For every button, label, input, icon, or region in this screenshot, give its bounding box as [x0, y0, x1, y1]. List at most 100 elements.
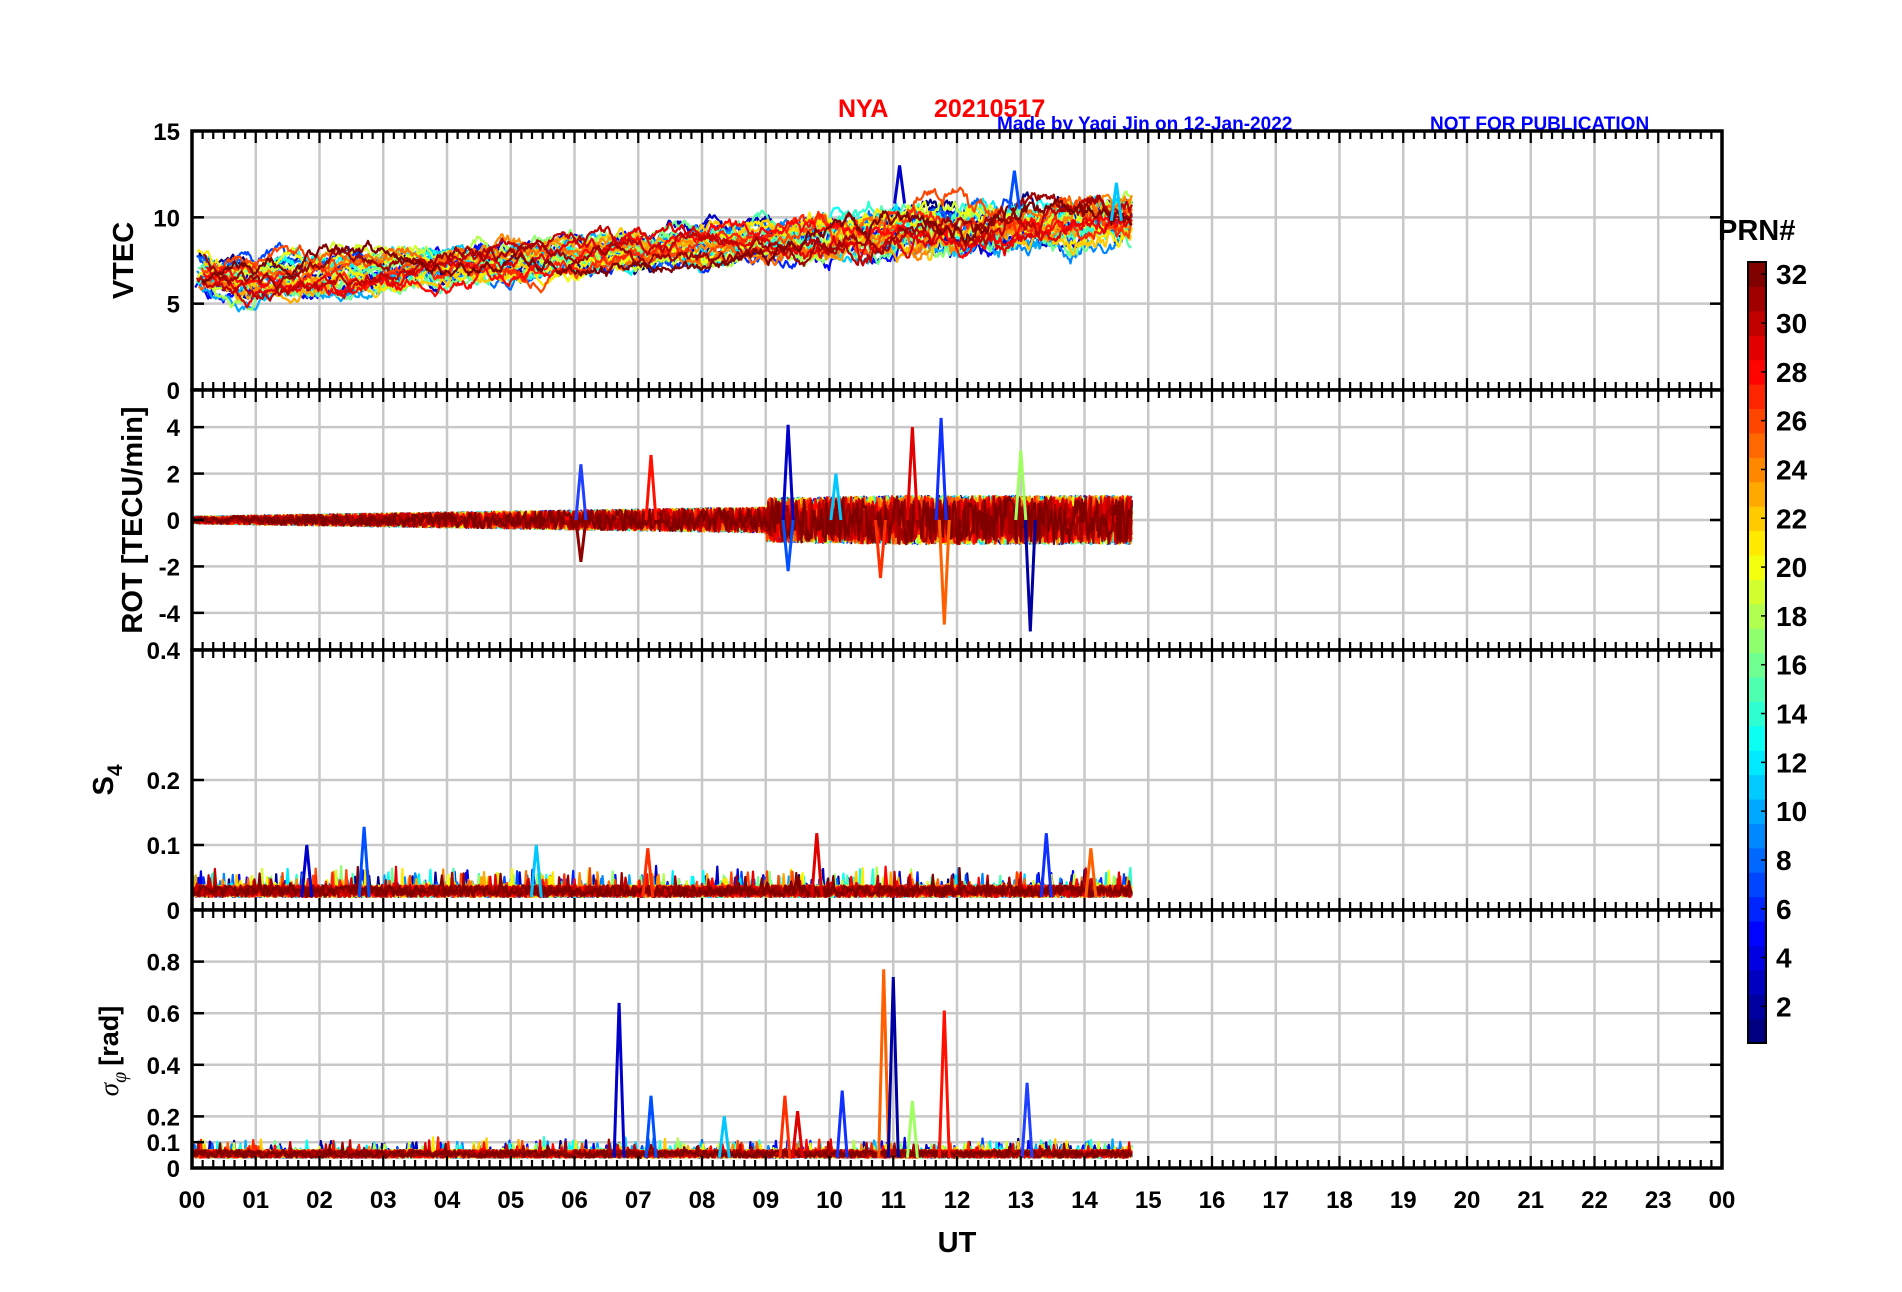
x-tick-label: 06	[561, 1187, 588, 1214]
x-tick-label: 10	[816, 1187, 843, 1214]
colorbar-tick-label: 12	[1776, 747, 1807, 778]
peak-spike	[644, 1095, 658, 1158]
peak-spike	[357, 826, 371, 898]
grid-sigma_phi	[192, 910, 1722, 1168]
colorbar-segment	[1748, 994, 1766, 1020]
series-line-prn-32	[192, 495, 1133, 546]
y-tick-label: 0.1	[147, 833, 180, 860]
colorbar-segment	[1748, 725, 1766, 751]
x-tick-label: 23	[1645, 1187, 1672, 1214]
x-axis: 00 01 02 03 04 05 06 07 08 09 10 11 12 13 14 15 16 17 18 19…	[179, 1187, 1736, 1259]
colorbar-segment	[1748, 823, 1766, 849]
y-tick-label: -2	[159, 554, 180, 581]
x-tick-label: 16	[1199, 1187, 1226, 1214]
x-tick-label: 19	[1390, 1187, 1417, 1214]
colorbar-segment	[1748, 969, 1766, 995]
peak-spike	[1020, 1082, 1034, 1158]
peak-spike	[612, 1002, 626, 1158]
peak-spike	[934, 417, 948, 521]
y-label-main: S	[88, 776, 120, 795]
peak-spike	[877, 969, 891, 1158]
colorbar-segment	[1748, 847, 1766, 873]
x-tick-label: 00	[1709, 1187, 1736, 1214]
y-tick-label: 0.2	[147, 1104, 180, 1131]
x-tick-label: 07	[625, 1187, 652, 1214]
x-tick-label: 21	[1517, 1187, 1544, 1214]
colorbar-segment	[1748, 1018, 1766, 1044]
x-tick-label: 18	[1326, 1187, 1353, 1214]
colorbar-segment	[1748, 408, 1766, 434]
colorbar-tick-label: 24	[1776, 454, 1808, 485]
colorbar-tick-label: 6	[1776, 894, 1792, 925]
colorbar-segment	[1748, 579, 1766, 605]
y-axis-label: σφ [rad]	[94, 1006, 131, 1096]
colorbar-segment	[1748, 652, 1766, 678]
x-tick-label: 00	[179, 1187, 206, 1214]
peak-spike	[574, 464, 588, 521]
peaks-sigma_phi	[612, 969, 1034, 1158]
peak-spike	[781, 424, 795, 521]
series-vtec	[194, 186, 1134, 313]
y-tick-label: 0	[167, 898, 180, 925]
series-line-prn-26	[200, 186, 1133, 294]
colorbar-segment	[1748, 384, 1766, 410]
colorbar-tick-label: 14	[1776, 699, 1808, 730]
peak-spike	[937, 1010, 951, 1158]
peak-spike	[791, 1111, 805, 1158]
colorbar-tick-label: 2	[1776, 991, 1792, 1022]
colorbar-tick-label: 20	[1776, 552, 1807, 583]
peak-spike	[810, 833, 824, 898]
y-tick-label: 0.1	[147, 1130, 180, 1157]
peak-spike	[1007, 170, 1021, 209]
peak-spike	[835, 1090, 849, 1158]
y-tick-label: 0.2	[147, 768, 180, 795]
x-tick-label: 13	[1007, 1187, 1034, 1214]
y-label-unit: [rad]	[94, 1006, 124, 1066]
peaks-s4	[300, 826, 1098, 898]
y-tick-label: 5	[167, 292, 180, 319]
colorbar-tick-label: 32	[1776, 259, 1807, 290]
y-tick-label: 0.8	[147, 950, 180, 977]
series-line-prn-30	[196, 194, 1133, 302]
series-line-prn-30	[192, 1139, 1133, 1159]
colorbar-title: PRN#	[1718, 215, 1795, 247]
y-axis-label: ROT [TECU/min]	[117, 406, 149, 633]
x-axis-label: UT	[938, 1227, 977, 1259]
axes-frame-sigma_phi	[190, 908, 1724, 1170]
series-s4	[192, 864, 1133, 899]
peak-spike	[1109, 182, 1123, 221]
y-axis-label: S4	[88, 764, 127, 795]
y-tick-label: 0.4	[147, 1053, 181, 1080]
colorbar-segment	[1748, 750, 1766, 776]
colorbar-tick-label: 28	[1776, 357, 1807, 388]
x-tick-label: 22	[1581, 1187, 1608, 1214]
x-tick-label: 03	[370, 1187, 397, 1214]
colorbar-tick-label: 30	[1776, 308, 1807, 339]
title-date: 20210517	[934, 95, 1045, 123]
colorbar-tick-label: 22	[1776, 503, 1807, 534]
peak-spike	[937, 519, 951, 625]
y-tick-label: 0	[167, 378, 180, 405]
series-line-prn-32	[193, 865, 1133, 899]
peak-spike	[574, 519, 588, 562]
colorbar-tick-label: 18	[1776, 601, 1807, 632]
x-tick-label: 14	[1071, 1187, 1098, 1214]
series-line-prn-32	[201, 198, 1133, 285]
peak-spike	[529, 844, 543, 898]
x-tick-label: 09	[752, 1187, 779, 1214]
panel-s4: 0 0.1 0.2 0.4 S4	[88, 638, 1724, 925]
colorbar-segment	[1748, 920, 1766, 946]
series-sigma_phi	[192, 1135, 1133, 1159]
panel-sigma_phi: 00.10.2 0.4 0.6 0.8 σφ [rad]	[94, 908, 1724, 1183]
colorbar-segment	[1748, 335, 1766, 361]
colorbar-segment	[1748, 286, 1766, 312]
colorbar-segment	[1748, 628, 1766, 654]
colorbar-tick-label: 16	[1776, 650, 1807, 681]
colorbar-segment	[1748, 603, 1766, 629]
colorbar-segment	[1748, 481, 1766, 507]
x-tick-label: 02	[306, 1187, 333, 1214]
peak-spike	[1084, 848, 1098, 898]
y-tick-label: 4	[167, 415, 181, 442]
